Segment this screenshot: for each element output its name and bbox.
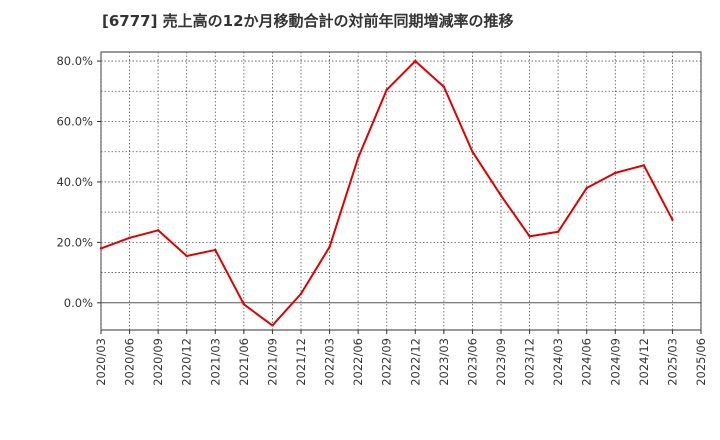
x-tick-label: 2025/03	[665, 338, 679, 386]
x-tick-label: 2023/09	[494, 338, 508, 386]
data-point	[242, 303, 246, 306]
data-point	[671, 218, 674, 221]
x-tick-label: 2021/09	[265, 338, 279, 386]
data-point	[299, 292, 303, 295]
data-point	[528, 235, 531, 238]
data-point	[128, 236, 131, 240]
y-tick-label: 40.0%	[56, 175, 93, 189]
x-tick-label: 2024/03	[551, 338, 565, 386]
data-point	[214, 248, 217, 252]
x-tick-label: 2025/06	[694, 338, 708, 386]
x-tick-label: 2022/03	[323, 338, 337, 386]
data-point	[156, 229, 160, 232]
data-point	[442, 85, 446, 88]
x-tick-label: 2022/12	[408, 338, 422, 386]
data-point	[328, 245, 331, 249]
data-point	[556, 230, 560, 233]
x-tick-label: 2020/06	[123, 338, 137, 386]
data-point	[99, 247, 103, 250]
x-tick-label: 2021/12	[294, 338, 308, 386]
x-tick-label: 2023/12	[523, 338, 537, 386]
data-point	[271, 324, 274, 327]
x-tick-label: 2021/06	[237, 338, 251, 386]
data-point	[185, 254, 188, 258]
x-tick-label: 2020/09	[151, 338, 165, 386]
x-tick-label: 2024/06	[580, 338, 594, 386]
x-tick-label: 2024/09	[608, 338, 622, 386]
data-point	[471, 150, 474, 153]
y-tick-label: 80.0%	[56, 54, 93, 68]
x-tick-label: 2022/09	[380, 338, 394, 386]
x-tick-label: 2021/03	[208, 338, 222, 386]
data-point	[414, 59, 417, 63]
y-tick-label: 20.0%	[56, 235, 93, 249]
data-point	[642, 164, 646, 167]
x-tick-label: 2024/12	[637, 338, 651, 386]
x-tick-label: 2020/12	[180, 338, 194, 386]
chart-title: [6777] 売上高の12か月移動合計の対前年同期増減率の推移	[102, 12, 514, 30]
y-tick-label: 60.0%	[56, 115, 93, 129]
x-tick-label: 2023/03	[437, 338, 451, 386]
x-tick-label: 2020/03	[94, 338, 108, 386]
data-point	[385, 88, 388, 91]
data-point	[585, 186, 588, 190]
x-tick-label: 2022/06	[351, 338, 365, 386]
x-tick-label: 2023/06	[465, 338, 479, 386]
data-point	[614, 171, 617, 175]
plot-frame	[100, 51, 702, 331]
data-point	[356, 156, 360, 159]
data-point	[499, 194, 503, 197]
y-tick-label: 0.0%	[64, 296, 93, 310]
